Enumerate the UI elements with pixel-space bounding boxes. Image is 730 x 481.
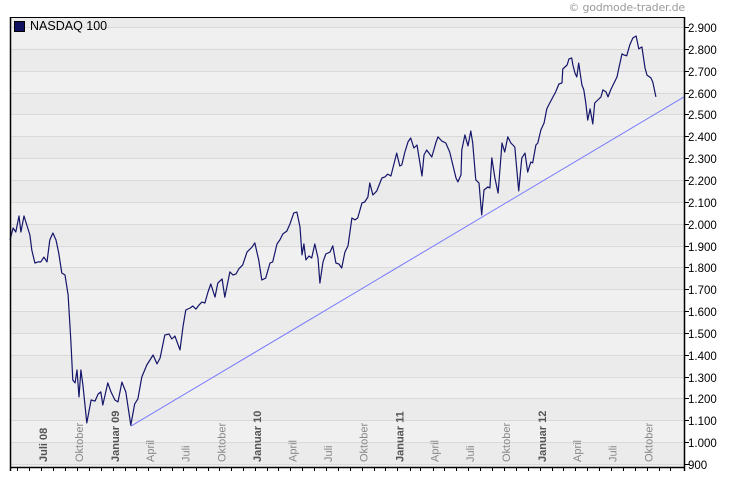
- y-tick-label: 2.900: [688, 23, 717, 35]
- plot-frame: [9, 17, 686, 471]
- x-tick-label: Juli: [465, 445, 477, 462]
- x-tick-label: April: [145, 440, 157, 462]
- y-tick-label: 2.500: [688, 110, 717, 122]
- y-tick-label: 2.600: [688, 89, 717, 101]
- background-band: [10, 464, 684, 467]
- x-tick-label: Oktober: [501, 423, 513, 462]
- y-tick-label: 2.200: [688, 176, 717, 188]
- y-tick-label: 1.900: [688, 242, 717, 254]
- x-tick-label: April: [572, 440, 584, 462]
- y-tick-label: 1.800: [688, 263, 717, 275]
- background-band: [10, 179, 684, 202]
- y-tick-label: 1.000: [688, 438, 717, 450]
- y-tick-label: 2.300: [688, 154, 717, 166]
- trendline: [130, 96, 685, 427]
- y-tick-label: 1.600: [688, 307, 717, 319]
- background-band: [10, 354, 684, 377]
- x-tick-label: Januar 11: [394, 411, 406, 462]
- x-tick-label: Oktober: [359, 423, 371, 462]
- y-tick-label: 1.400: [688, 351, 717, 363]
- background-band: [10, 398, 684, 421]
- background-band: [10, 92, 684, 115]
- background-band: [10, 442, 684, 464]
- x-tick-label: Oktober: [216, 423, 228, 462]
- y-tick-label: 1.700: [688, 285, 717, 297]
- series-points: [9, 35, 656, 426]
- legend-swatch: [14, 20, 25, 32]
- x-tick-label: April: [287, 440, 299, 462]
- legend-label: NASDAQ 100: [30, 19, 108, 33]
- watermark: © godmode-trader.de: [568, 1, 685, 14]
- background-band: [10, 17, 684, 27]
- x-tick-label: Juli: [180, 445, 192, 462]
- background-band: [10, 136, 684, 159]
- gridlines: [10, 27, 684, 465]
- x-tick-label: April: [430, 440, 442, 462]
- background-bands: [10, 17, 684, 467]
- x-axis-ticks: [17, 467, 671, 471]
- y-tick-label: 2.100: [688, 198, 717, 210]
- x-tick-label: Januar 12: [537, 411, 549, 462]
- legend: NASDAQ 100: [14, 19, 107, 33]
- y-tick-label: 1.100: [688, 416, 717, 428]
- y-axis: 900 1.000 1.100 1.200 1.300 1.400 1.500 1.600 1.…: [684, 23, 717, 472]
- x-tick-label: Juli: [608, 445, 620, 462]
- x-tick-label: Januar 09: [110, 411, 122, 462]
- x-tick-label: Juli 08: [38, 428, 50, 462]
- y-tick-label: 1.300: [688, 373, 717, 385]
- x-axis-labels: Juli 08 Oktober Januar 09 April Juli Oktober J…: [38, 411, 655, 462]
- y-tick-label: 2.400: [688, 132, 717, 144]
- x-tick-label: Januar 10: [252, 411, 264, 462]
- y-tick-label: 1.200: [688, 394, 717, 406]
- y-tick-label: 1.500: [688, 329, 717, 341]
- background-band: [10, 311, 684, 333]
- x-tick-label: Juli: [323, 445, 335, 462]
- background-band: [10, 267, 684, 290]
- y-tick-label: 900: [688, 460, 707, 472]
- y-tick-label: 2.800: [688, 45, 717, 57]
- background-band: [10, 48, 684, 71]
- background-band: [10, 223, 684, 246]
- x-tick-label: Oktober: [644, 423, 656, 462]
- y-tick-label: 2.000: [688, 220, 717, 232]
- x-tick-label: Oktober: [74, 423, 86, 462]
- y-tick-label: 2.700: [688, 67, 717, 79]
